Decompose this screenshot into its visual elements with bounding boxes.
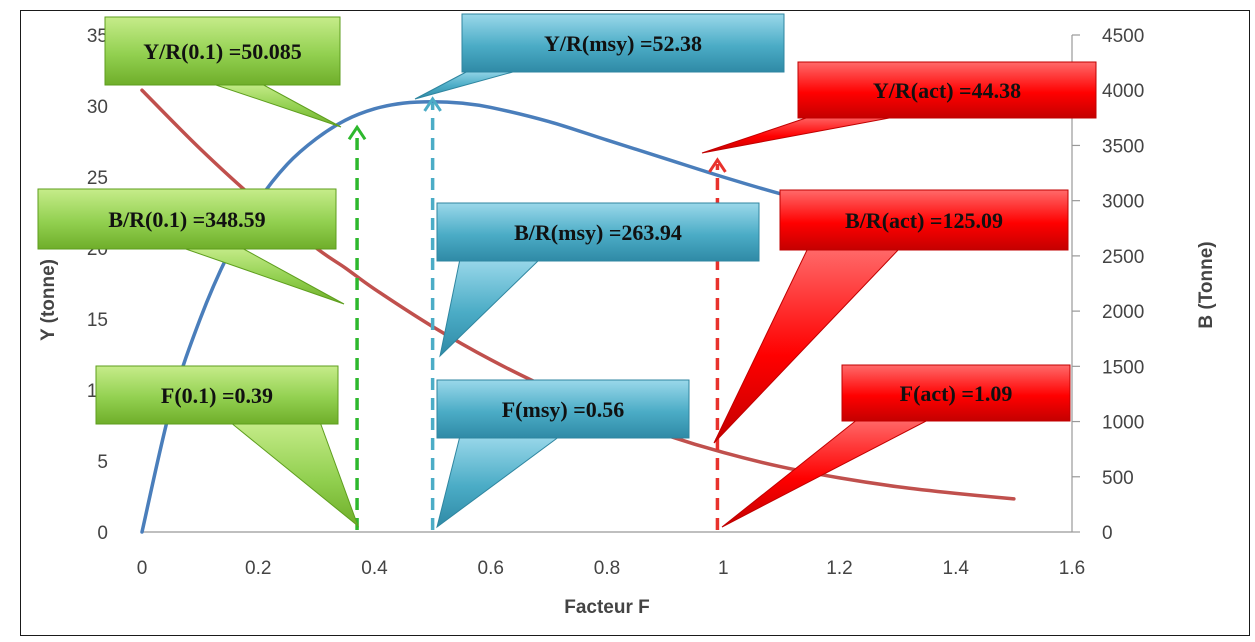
y-right-tick-label: 4500 xyxy=(1102,26,1144,47)
y-right-tick-label: 3000 xyxy=(1102,192,1144,213)
callout-green: Y/R(0.1) =50.085 xyxy=(104,16,342,128)
callout-label: B/R(msy) =263.94 xyxy=(514,220,682,245)
callout-blue: F(msy) =0.56 xyxy=(436,379,690,529)
callout-green: B/R(0.1) =348.59 xyxy=(37,188,345,305)
callout-pointer xyxy=(228,421,360,528)
x-axis-title: Facteur F xyxy=(564,597,650,618)
y-left-tick-label: 35 xyxy=(87,26,108,47)
x-tick-label: 1.2 xyxy=(826,558,852,579)
callout-label: F(act) =1.09 xyxy=(900,381,1013,406)
callout-box xyxy=(797,61,1097,119)
callout-pointer xyxy=(439,258,542,358)
callout-pointer xyxy=(721,418,931,528)
y-left-tick-label: 0 xyxy=(97,523,108,544)
y-right-tick-label: 4000 xyxy=(1102,81,1144,102)
yield-curve-line xyxy=(140,99,842,534)
x-tick-label: 1 xyxy=(718,558,729,579)
callout-box xyxy=(37,188,337,250)
callout-pointer xyxy=(209,82,342,128)
y-right-tick-label: 2000 xyxy=(1102,302,1144,323)
callout-label: Y/R(act) =44.38 xyxy=(873,78,1021,103)
callout-box xyxy=(841,364,1071,422)
x-tick-label: 0.8 xyxy=(594,558,620,579)
callout-red: B/R(act) =125.09 xyxy=(713,189,1069,444)
callout-box xyxy=(95,365,339,425)
y-axis-left-title: Y (tonne) xyxy=(38,259,59,341)
y-right-tick-label: 500 xyxy=(1102,468,1134,489)
chart-frame xyxy=(20,10,1250,636)
callout-red: F(act) =1.09 xyxy=(721,364,1071,528)
y-right-tick-label: 3500 xyxy=(1102,136,1144,157)
callout-label: F(0.1) =0.39 xyxy=(161,383,273,408)
callout-box xyxy=(436,379,690,439)
x-tick-label: 0 xyxy=(137,558,148,579)
x-tick-label: 1.6 xyxy=(1059,558,1085,579)
x-tick-label: 0.2 xyxy=(245,558,271,579)
y-axis-right-title: B (Tonne) xyxy=(1196,241,1217,328)
x-tick-label: 1.4 xyxy=(943,558,970,579)
x-tick-label: 0.6 xyxy=(478,558,504,579)
y-left-tick-label: 5 xyxy=(97,452,108,473)
y-left-tick-label: 25 xyxy=(87,168,108,189)
y-left-tick-label: 30 xyxy=(87,97,108,118)
callout-box xyxy=(104,16,341,86)
callout-green: F(0.1) =0.39 xyxy=(95,365,360,528)
callout-label: F(msy) =0.56 xyxy=(502,397,625,422)
callout-pointer xyxy=(414,69,521,100)
y-right-tick-label: 0 xyxy=(1102,523,1113,544)
callout-label: B/R(0.1) =348.59 xyxy=(108,207,265,232)
reference-lines xyxy=(347,96,727,530)
x-tick-label: 0.4 xyxy=(361,558,388,579)
callout-label: B/R(act) =125.09 xyxy=(845,208,1003,233)
callout-pointer xyxy=(179,246,345,305)
y-left-tick-label: 15 xyxy=(87,310,108,331)
y-right-tick-label: 2500 xyxy=(1102,247,1144,268)
callout-blue: B/R(msy) =263.94 xyxy=(436,202,760,358)
callout-box xyxy=(461,13,785,73)
reference-arrowhead xyxy=(708,157,727,173)
y-right-tick-label: 1500 xyxy=(1102,357,1144,378)
callout-red: Y/R(act) =44.38 xyxy=(701,61,1097,154)
callout-pointer xyxy=(701,115,901,154)
series-layer xyxy=(140,88,1016,534)
callout-pointer xyxy=(436,435,562,529)
callout-box xyxy=(779,189,1069,251)
callout-label: Y/R(0.1) =50.085 xyxy=(143,39,302,64)
callouts: Y/R(0.1) =50.085 B/R(0.1) =348.59 F(0.1) =… xyxy=(37,13,1097,529)
y-right-tick-label: 1000 xyxy=(1102,413,1144,434)
callout-box xyxy=(436,202,760,262)
callout-blue: Y/R(msy) =52.38 xyxy=(414,13,785,100)
y-left-tick-labels: 05101520253035 xyxy=(87,26,108,544)
reference-arrowhead xyxy=(423,96,442,112)
callout-label: Y/R(msy) =52.38 xyxy=(544,31,702,56)
x-tick-labels: 0 0.2 0.4 0.6 0.8 1 1.2 1.4 1.6 xyxy=(137,558,1086,579)
reference-arrowhead xyxy=(347,124,367,141)
y-right-tick-labels: 0 500 1000 1500 2000 2500 3000 3500 4000 4500 xyxy=(1102,26,1144,544)
